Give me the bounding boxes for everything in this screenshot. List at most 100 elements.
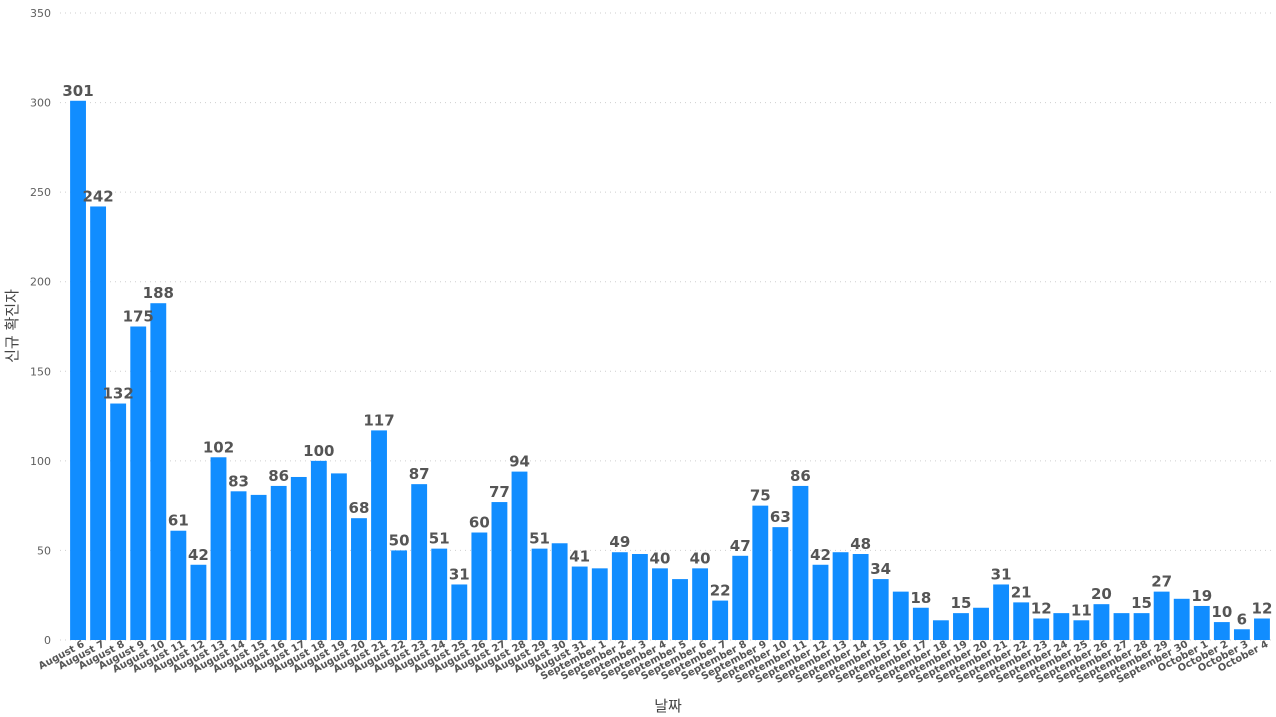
- bar[interactable]: [411, 484, 428, 640]
- data-label: 60: [469, 514, 490, 532]
- bar[interactable]: [471, 532, 488, 640]
- bar[interactable]: [110, 403, 127, 640]
- data-label: 102: [203, 438, 234, 456]
- bar[interactable]: [1093, 604, 1110, 640]
- data-label: 34: [870, 560, 891, 578]
- data-label: 22: [710, 582, 731, 600]
- y-tick-label: 0: [44, 634, 51, 647]
- data-label: 188: [143, 284, 174, 302]
- data-labels: 301 242 132 175 188 61 42 102 83 86 100 68 117 50 87 51…: [62, 82, 1272, 628]
- bar[interactable]: [892, 591, 909, 640]
- bar[interactable]: [1033, 618, 1050, 640]
- bar[interactable]: [1193, 605, 1210, 640]
- y-tick-label: 350: [30, 7, 51, 20]
- bar[interactable]: [872, 579, 889, 640]
- bar[interactable]: [170, 530, 187, 640]
- data-label: 42: [188, 546, 209, 564]
- data-label: 49: [609, 533, 630, 551]
- bar[interactable]: [712, 600, 729, 640]
- bar[interactable]: [953, 613, 969, 640]
- bar[interactable]: [591, 568, 608, 640]
- bar[interactable]: [631, 554, 648, 640]
- bar[interactable]: [792, 485, 809, 640]
- bar[interactable]: [451, 584, 468, 640]
- bar[interactable]: [310, 460, 327, 640]
- bar[interactable]: [1113, 613, 1130, 640]
- bar[interactable]: [1153, 591, 1170, 640]
- bar[interactable]: [752, 505, 769, 640]
- bar[interactable]: [70, 100, 86, 640]
- bar[interactable]: [190, 564, 207, 640]
- data-label: 83: [228, 472, 249, 490]
- bar[interactable]: [1133, 613, 1150, 640]
- bar[interactable]: [1073, 620, 1090, 640]
- data-label: 175: [123, 308, 154, 326]
- data-label: 48: [850, 535, 871, 553]
- y-tick-label: 50: [37, 544, 51, 557]
- data-label: 18: [910, 589, 931, 607]
- bar[interactable]: [351, 518, 367, 640]
- data-label: 117: [363, 411, 394, 429]
- bar[interactable]: [832, 552, 849, 640]
- data-label: 50: [389, 531, 410, 549]
- bar[interactable]: [90, 206, 107, 640]
- data-label: 51: [529, 530, 550, 548]
- bar[interactable]: [732, 555, 749, 640]
- y-tick-label: 100: [30, 455, 51, 468]
- data-label: 15: [1131, 594, 1152, 612]
- bar[interactable]: [551, 543, 568, 640]
- data-label: 86: [790, 467, 811, 485]
- bar[interactable]: [130, 326, 147, 641]
- bar[interactable]: [531, 548, 548, 640]
- data-label: 301: [62, 82, 93, 100]
- bar[interactable]: [1173, 598, 1190, 640]
- bar[interactable]: [290, 476, 307, 640]
- bar[interactable]: [230, 491, 247, 640]
- bar[interactable]: [391, 550, 408, 640]
- bar[interactable]: [431, 548, 448, 640]
- bar[interactable]: [652, 568, 668, 640]
- gridlines: [60, 12, 1272, 641]
- bar[interactable]: [912, 607, 929, 640]
- bar[interactable]: [672, 579, 688, 640]
- y-tick-label: 200: [30, 276, 51, 289]
- bar[interactable]: [973, 607, 989, 640]
- x-axis-title: 날짜: [654, 697, 682, 715]
- bar[interactable]: [250, 494, 267, 640]
- bar[interactable]: [270, 485, 287, 640]
- data-label: 19: [1191, 587, 1212, 605]
- bar[interactable]: [371, 430, 387, 640]
- data-label: 11: [1071, 601, 1092, 619]
- data-label: 21: [1011, 583, 1032, 601]
- bar[interactable]: [1213, 622, 1230, 640]
- bar[interactable]: [210, 457, 227, 640]
- data-label: 132: [103, 385, 134, 403]
- bar[interactable]: [993, 584, 1010, 640]
- bar[interactable]: [1254, 618, 1270, 640]
- bar[interactable]: [1013, 602, 1030, 640]
- data-label: 27: [1151, 573, 1172, 591]
- bar[interactable]: [772, 527, 789, 640]
- data-label: 31: [991, 565, 1012, 583]
- data-label: 41: [569, 548, 590, 566]
- bar[interactable]: [932, 620, 949, 640]
- bar[interactable]: [1233, 629, 1250, 640]
- y-tick-label: 150: [30, 365, 51, 378]
- data-label: 51: [429, 530, 450, 548]
- bar[interactable]: [511, 471, 528, 640]
- bar[interactable]: [330, 473, 347, 640]
- y-tick-label: 250: [30, 186, 51, 199]
- bar[interactable]: [812, 564, 829, 640]
- bar[interactable]: [571, 566, 588, 640]
- bar[interactable]: [611, 552, 628, 640]
- data-label: 86: [268, 467, 289, 485]
- data-label: 12: [1031, 600, 1052, 618]
- data-label: 15: [951, 594, 972, 612]
- bar[interactable]: [852, 554, 869, 640]
- bar[interactable]: [692, 568, 709, 640]
- data-label: 75: [750, 487, 771, 505]
- bar[interactable]: [1053, 613, 1070, 640]
- bar[interactable]: [491, 502, 508, 640]
- bar[interactable]: [150, 303, 167, 640]
